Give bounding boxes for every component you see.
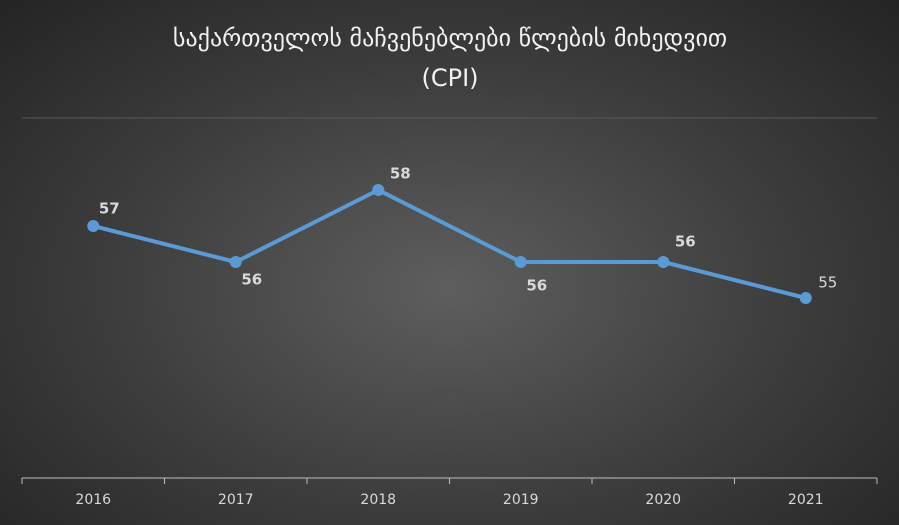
data-label: 56 xyxy=(526,277,547,295)
point xyxy=(372,184,385,196)
x-tick-label: 2020 xyxy=(645,492,681,508)
x-tick-label: 2017 xyxy=(218,492,254,508)
data-label: 55 xyxy=(818,274,837,292)
chart-title: საქართველოს მაჩვენებლები წლების მიხედვით… xyxy=(172,24,728,92)
point xyxy=(229,256,242,268)
data-label: 58 xyxy=(390,165,411,183)
line xyxy=(92,188,807,300)
data-label: 57 xyxy=(99,200,120,218)
x-tick-label: 2016 xyxy=(75,492,111,508)
point xyxy=(514,256,527,268)
data-label: 56 xyxy=(241,271,262,289)
x-tick-label: 2018 xyxy=(360,492,396,508)
data-label: 56 xyxy=(675,233,696,251)
point xyxy=(657,256,670,268)
x-tick-label: 2021 xyxy=(788,492,824,508)
x-tick-label: 2019 xyxy=(503,492,539,508)
point xyxy=(799,292,812,304)
point xyxy=(87,220,100,232)
